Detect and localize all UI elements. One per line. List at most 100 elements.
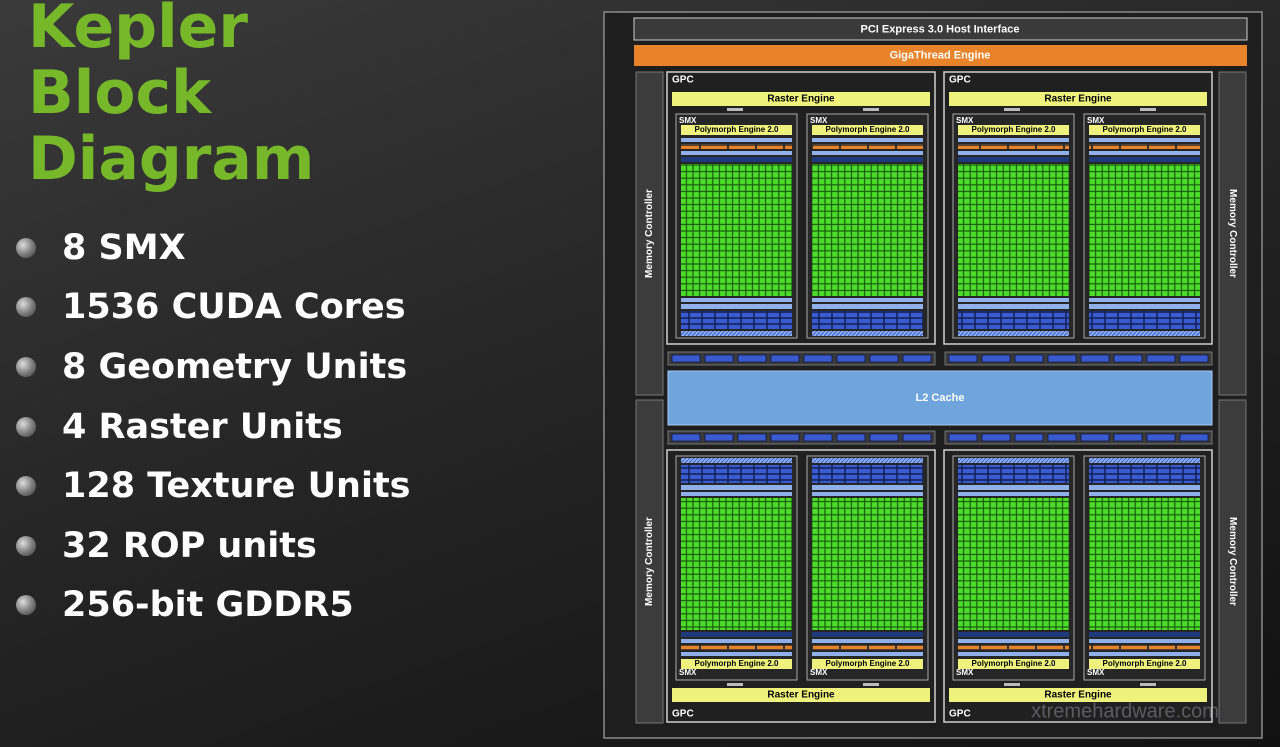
shared-memory [812,304,923,309]
memory-block [737,433,767,442]
instruction-cache [681,652,792,656]
register-file [958,157,1069,162]
bullet-item: 256-bit GDDR5 [16,576,411,636]
memory-block [836,433,866,442]
cuda-cores [958,498,1069,630]
tex-cache [681,331,792,336]
dispatch [812,639,923,643]
tex-cache [1089,458,1200,463]
dispatch [958,151,1069,155]
memory-controller-label: Memory Controller [1227,189,1238,278]
dispatch [1089,639,1200,643]
raster-engine-label: Raster Engine [1044,690,1112,701]
interconnect [1089,492,1200,496]
memory-block [1179,433,1209,442]
bullet-dot [16,297,36,318]
cuda-cores [812,498,923,630]
shared-memory [681,304,792,309]
arrow [1004,683,1020,686]
memory-block [836,354,866,363]
instruction-cache [681,138,792,142]
polymorph-engine [958,125,1069,135]
memory-controller-label: Memory Controller [644,189,655,278]
memory-block [671,354,701,363]
cuda-cores [681,164,792,296]
memory-block [1179,354,1209,363]
interconnect [681,298,792,302]
l2-cache-label: L2 Cache [916,392,965,404]
tex-cache [958,331,1069,336]
register-file [1089,157,1200,162]
gpc-label: GPC [949,75,971,86]
interconnect [958,298,1069,302]
polymorph-label: Polymorph Engine 2.0 [694,659,779,668]
dispatch [1089,151,1200,155]
cuda-cores [1089,498,1200,630]
memory-controller [635,71,664,396]
bullet-dot [16,237,36,258]
memory-block [1014,354,1044,363]
tex-cache [812,331,923,336]
texture-units [1089,465,1200,483]
polymorph-label: Polymorph Engine 2.0 [971,125,1056,134]
memory-row [944,430,1213,445]
memory-block [902,433,932,442]
raster-engine [949,92,1207,106]
bullet-text: 1536 CUDA Cores [62,287,406,328]
tex-cache [1089,331,1200,336]
memory-row [944,351,1213,366]
cuda-cores [812,164,923,296]
raster-engine-label: Raster Engine [767,94,835,105]
bullet-item: 32 ROP units [16,516,411,576]
shared-memory [958,485,1069,490]
arrow [1140,683,1156,686]
slide-title: Kepler Block Diagram [28,0,315,194]
warp-schedulers [681,645,792,650]
smx-label: SMX [956,668,974,677]
texture-units [812,465,923,483]
warp-schedulers [958,144,1069,149]
warp-schedulers [681,144,792,149]
memory-block [869,354,899,363]
memory-block [1080,433,1110,442]
instruction-cache [1089,138,1200,142]
register-file [958,632,1069,637]
memory-block [1047,354,1077,363]
shared-memory [958,304,1069,309]
register-file [1089,632,1200,637]
polymorph-label: Polymorph Engine 2.0 [694,125,779,134]
memory-block [737,354,767,363]
memory-block [1113,433,1143,442]
arrow [1140,108,1156,111]
memory-controller [1218,71,1247,396]
gpc-label: GPC [672,75,694,86]
warp-schedulers [812,144,923,149]
texture-units [1089,311,1200,329]
smx-label: SMX [810,116,828,125]
shared-memory [812,485,923,490]
dispatch [681,151,792,155]
cuda-cores [1089,164,1200,296]
memory-block [1146,354,1176,363]
smx-label: SMX [810,668,828,677]
shared-memory [1089,304,1200,309]
raster-engine-label: Raster Engine [1044,94,1112,105]
tex-cache [958,458,1069,463]
register-file [681,632,792,637]
cuda-cores [958,164,1069,296]
register-file [812,157,923,162]
memory-block [1146,433,1176,442]
memory-controller-label: Memory Controller [644,517,655,606]
bullet-text: 32 ROP units [62,525,317,566]
watermark: xtremehardware.com [1031,700,1219,722]
gigathread-engine [634,45,1247,66]
memory-block [704,354,734,363]
instruction-cache [812,652,923,656]
polymorph-engine [1089,659,1200,669]
polymorph-engine [1089,125,1200,135]
memory-block [1080,354,1110,363]
smx-label: SMX [679,116,697,125]
polymorph-engine [681,125,792,135]
instruction-cache [1089,652,1200,656]
texture-units [812,311,923,329]
